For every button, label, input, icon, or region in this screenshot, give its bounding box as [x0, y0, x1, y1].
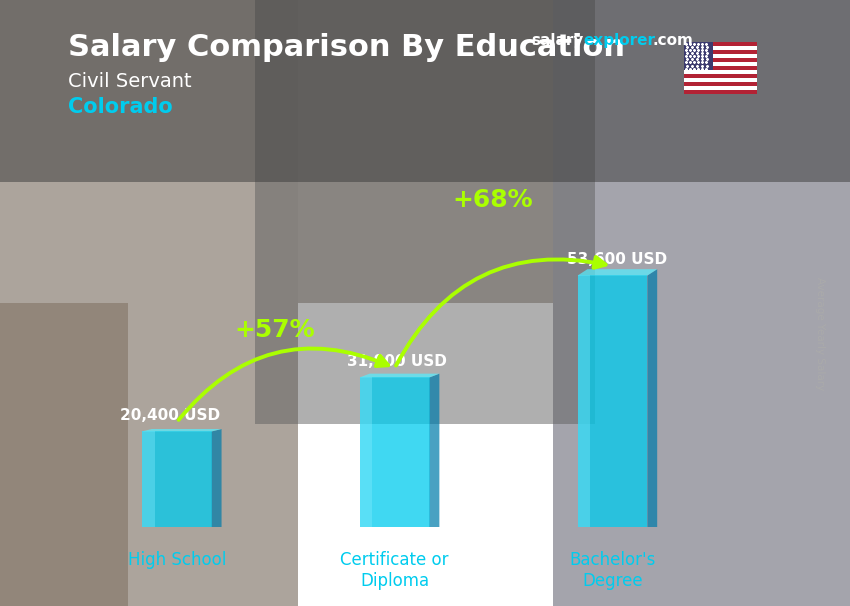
Bar: [684, 70, 756, 74]
Polygon shape: [578, 276, 648, 527]
Text: Salary Comparison By Education: Salary Comparison By Education: [68, 33, 625, 62]
Text: Bachelor's
Degree: Bachelor's Degree: [570, 551, 655, 590]
Text: High School: High School: [128, 551, 226, 568]
Text: Civil Servant: Civil Servant: [68, 72, 191, 90]
Polygon shape: [142, 431, 155, 527]
Bar: [684, 78, 756, 82]
Text: 31,900 USD: 31,900 USD: [347, 354, 446, 369]
Text: +57%: +57%: [235, 318, 315, 342]
Text: +68%: +68%: [452, 188, 533, 212]
Polygon shape: [360, 378, 372, 527]
Polygon shape: [212, 429, 222, 527]
Bar: [684, 82, 756, 86]
Text: explorer: explorer: [583, 33, 655, 48]
Bar: [0, 0, 298, 606]
Polygon shape: [142, 431, 212, 527]
Polygon shape: [360, 378, 429, 527]
Polygon shape: [578, 269, 657, 276]
Bar: [684, 62, 756, 66]
Polygon shape: [648, 269, 657, 527]
Bar: [0, 0, 850, 182]
Text: 53,600 USD: 53,600 USD: [567, 252, 667, 267]
Text: Certificate or
Diploma: Certificate or Diploma: [341, 551, 449, 590]
Bar: [684, 47, 756, 50]
Bar: [684, 42, 756, 47]
Bar: [0, 303, 128, 606]
Bar: [684, 58, 756, 62]
Polygon shape: [578, 276, 590, 527]
Polygon shape: [360, 374, 439, 378]
Bar: [684, 66, 756, 70]
Text: 20,400 USD: 20,400 USD: [121, 408, 220, 423]
Polygon shape: [429, 374, 439, 527]
Text: salary: salary: [531, 33, 584, 48]
Bar: [298, 0, 552, 303]
Bar: [255, 0, 595, 424]
Text: Average Yearly Salary: Average Yearly Salary: [815, 277, 825, 390]
Text: Colorado: Colorado: [68, 97, 173, 117]
Bar: [552, 0, 850, 606]
Bar: [684, 55, 756, 58]
Bar: [684, 86, 756, 90]
Bar: [684, 74, 756, 78]
Polygon shape: [142, 429, 222, 431]
Bar: [684, 50, 756, 55]
Bar: [684, 90, 756, 94]
Text: .com: .com: [653, 33, 694, 48]
Bar: [684, 42, 713, 70]
